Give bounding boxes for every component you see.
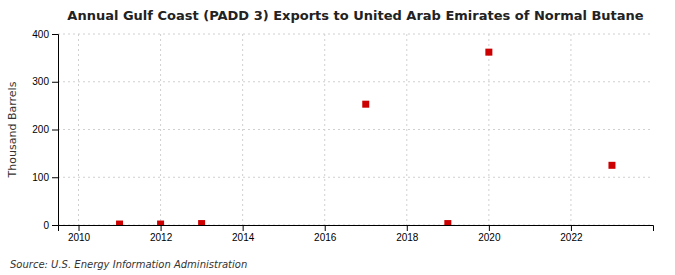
y-tick: 200	[32, 124, 58, 135]
grid	[58, 34, 653, 225]
y-tick-label: 100	[32, 172, 49, 183]
point	[116, 221, 123, 225]
x-axis-line	[59, 226, 654, 232]
y-grid-line	[58, 34, 653, 35]
x-tick-label: 2022	[560, 232, 583, 243]
y-grid-line	[58, 129, 653, 130]
x-grid-line	[78, 34, 79, 225]
plot-area: 2010 2012 2014 2016 2018 2020 2022 0 100 200 300 40…	[32, 29, 653, 243]
x-tick: 2010	[68, 225, 91, 243]
points	[116, 49, 615, 225]
point	[608, 162, 615, 169]
y-grid-line	[58, 81, 653, 82]
x-tick-mark	[571, 225, 572, 231]
y-tick-label: 300	[32, 76, 49, 87]
y-axis-label: Thousand Barrels	[6, 81, 19, 178]
x-tick-label: 2016	[314, 232, 337, 243]
y-axis-line	[52, 35, 59, 226]
x-grid-line	[242, 34, 243, 225]
y-tick-mark	[52, 130, 58, 131]
x-grid-line	[406, 34, 407, 225]
x-tick-mark	[489, 225, 490, 231]
x-grid-line	[570, 34, 571, 225]
x-tick-mark	[243, 225, 244, 231]
y-tick-label: 400	[32, 29, 49, 40]
point	[362, 101, 369, 108]
x-tick-label: 2020	[478, 232, 501, 243]
point	[198, 220, 205, 225]
x-tick: 2014	[232, 225, 255, 243]
x-tick-mark	[325, 225, 326, 231]
point	[444, 220, 451, 225]
x-tick-mark	[161, 225, 162, 231]
x-tick: 2016	[314, 225, 337, 243]
title: Annual Gulf Coast (PADD 3) Exports to Un…	[67, 8, 643, 23]
y-tick: 400	[32, 29, 58, 40]
x-tick: 2022	[560, 225, 583, 243]
y-tick: 100	[32, 172, 58, 183]
x-tick: 2020	[478, 225, 501, 243]
chart: 2010 2012 2014 2016 2018 2020 2022 0 100 200 300 40…	[0, 0, 675, 275]
point	[157, 221, 164, 225]
y-tick-mark	[52, 177, 58, 178]
x-tick: 2018	[396, 225, 419, 243]
x-tick-mark	[407, 225, 408, 231]
x-tick: 2012	[150, 225, 173, 243]
x-axis: 2010 2012 2014 2016 2018 2020 2022	[59, 225, 654, 243]
source-note: Source: U.S. Energy Information Administ…	[10, 259, 247, 270]
y-tick: 0	[43, 220, 58, 231]
y-tick-mark	[52, 82, 58, 83]
x-tick-label: 2014	[232, 232, 255, 243]
x-tick-mark	[79, 225, 80, 231]
y-grid-line	[58, 177, 653, 178]
x-tick-label: 2018	[396, 232, 419, 243]
x-grid-line	[160, 34, 161, 225]
x-tick-label: 2012	[150, 232, 173, 243]
y-tick-label: 200	[32, 124, 49, 135]
x-grid-line	[324, 34, 325, 225]
y-tick-mark	[52, 34, 58, 35]
x-tick-label: 2010	[68, 232, 91, 243]
y-axis: 0 100 200 300 400	[32, 29, 58, 231]
point	[485, 49, 492, 56]
y-tick-mark	[52, 225, 58, 226]
x-grid-line	[488, 34, 489, 225]
y-tick-label: 0	[43, 220, 49, 231]
y-tick: 300	[32, 76, 58, 87]
